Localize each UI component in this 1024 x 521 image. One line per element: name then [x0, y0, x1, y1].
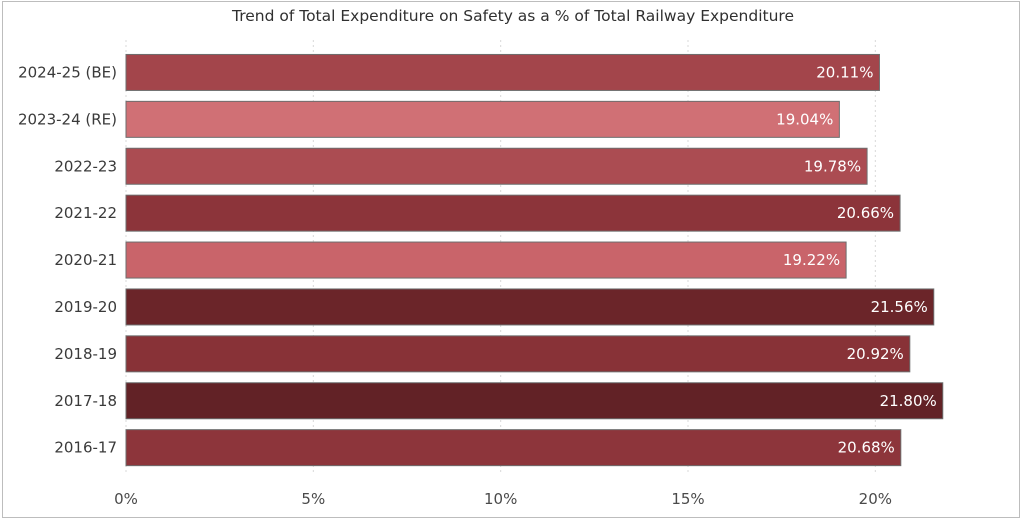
bar[interactable] [125, 53, 880, 91]
bar[interactable] [125, 335, 911, 373]
category-label: 2022-23 [54, 157, 117, 175]
category-label: 2023-24 (RE) [18, 110, 117, 128]
category-label: 2018-19 [54, 345, 117, 363]
category-label: 2016-17 [54, 439, 117, 457]
category-label: 2019-20 [54, 298, 117, 316]
bar-value-label: 20.92% [847, 345, 904, 363]
category-label: 2021-22 [54, 204, 117, 222]
bar[interactable] [125, 241, 847, 279]
x-axis-ticks: 0% 5% 10% 15% 20% [114, 490, 892, 508]
bar-value-label: 19.22% [783, 251, 840, 269]
chart-title: Trend of Total Expenditure on Safety as … [231, 7, 794, 25]
bar-value-label: 21.80% [880, 392, 937, 410]
bar[interactable] [125, 382, 944, 420]
category-label: 2024-25 (BE) [18, 63, 117, 81]
category-label: 2020-21 [54, 251, 117, 269]
bar[interactable] [125, 100, 840, 138]
bars: 20.11% 19.04% 19.78% 20.66% 19.22% 21.56% 20.9… [125, 53, 944, 467]
x-tick-label: 5% [301, 490, 325, 508]
x-tick-label: 0% [114, 490, 138, 508]
bar-value-label: 21.56% [871, 298, 928, 316]
category-labels: 2024-25 (BE) 2023-24 (RE) 2022-23 2021-22 20… [18, 63, 117, 456]
x-tick-label: 15% [671, 490, 704, 508]
bar[interactable] [125, 288, 935, 326]
bar[interactable] [125, 429, 902, 467]
x-tick-label: 10% [484, 490, 517, 508]
bar[interactable] [125, 194, 901, 232]
bar-value-label: 20.11% [816, 63, 873, 81]
bar-value-label: 19.04% [776, 110, 833, 128]
x-tick-label: 20% [859, 490, 892, 508]
bar-value-label: 20.66% [837, 204, 894, 222]
bar-value-label: 19.78% [804, 157, 861, 175]
bar[interactable] [125, 147, 868, 185]
bar-value-label: 20.68% [838, 439, 895, 457]
category-label: 2017-18 [54, 392, 117, 410]
